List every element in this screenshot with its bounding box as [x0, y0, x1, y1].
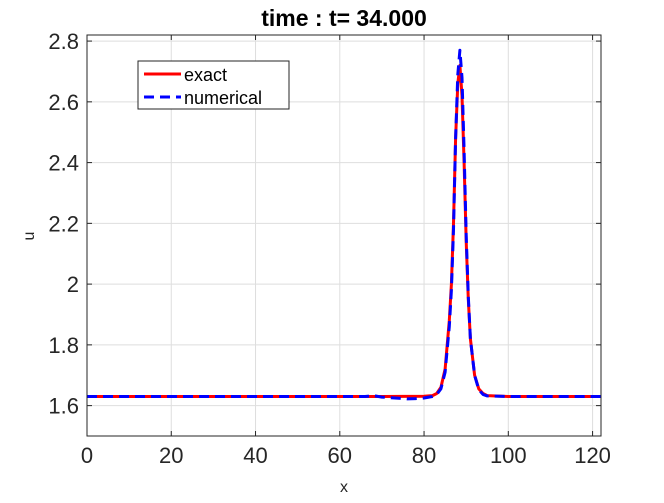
plot-frame: [86, 34, 602, 437]
legend-label-exact: exact: [184, 65, 227, 85]
chart-title: time : t= 34.000: [261, 5, 427, 31]
x-tick-label: 20: [159, 443, 183, 468]
y-tick-label: 1.6: [48, 394, 79, 419]
y-tick-label: 2.8: [48, 29, 79, 54]
x-tick-label: 120: [574, 443, 611, 468]
y-tick-label: 2: [67, 272, 79, 297]
y-axis-label: u: [21, 232, 38, 241]
x-tick-label: 60: [328, 443, 352, 468]
y-tick-label: 2.6: [48, 90, 79, 115]
legend-box: [137, 60, 290, 110]
x-axis-label: x: [340, 479, 348, 496]
y-tick-label: 2.4: [48, 151, 79, 176]
y-tick-label: 2.2: [48, 211, 79, 236]
x-tick-label: 40: [243, 443, 267, 468]
x-tick-label: 100: [490, 443, 527, 468]
x-tick-label: 80: [412, 443, 436, 468]
x-tick-label: 0: [81, 443, 93, 468]
legend: exact numerical: [137, 60, 290, 110]
legend-label-numerical: numerical: [184, 88, 262, 108]
series-line-numerical: [87, 48, 601, 401]
y-tick-label: 1.8: [48, 333, 79, 358]
